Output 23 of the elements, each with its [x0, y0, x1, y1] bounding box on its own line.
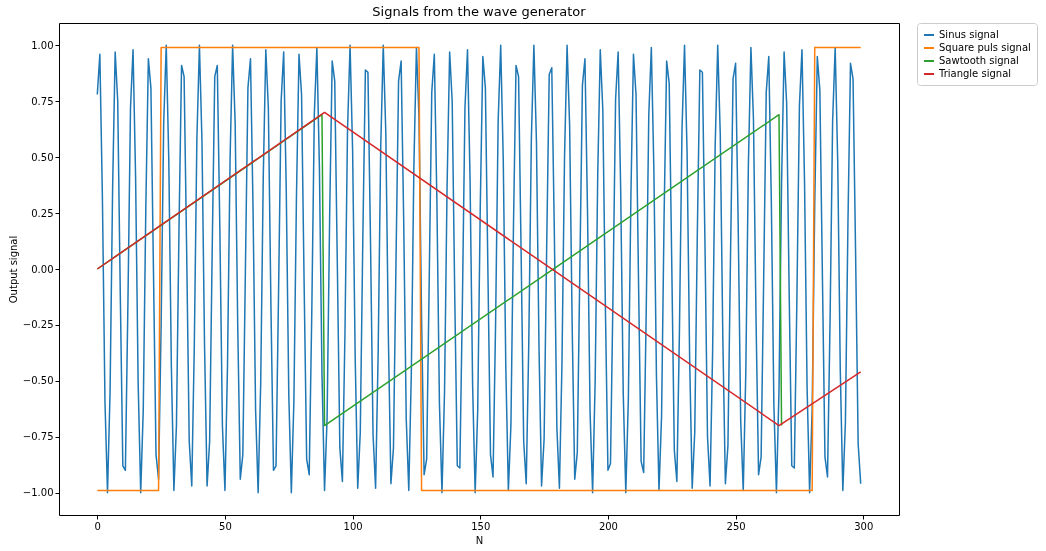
y-tick-label: 0.75 — [31, 95, 54, 107]
y-tick-label: 1.00 — [31, 39, 54, 51]
y-tick-label: 0.00 — [31, 263, 54, 275]
x-axis-title: N — [475, 534, 484, 546]
y-tick-label: 0.25 — [31, 207, 54, 219]
y-tick-label: −0.50 — [22, 375, 54, 387]
x-tick-label: 150 — [471, 520, 491, 532]
legend-label: Sinus signal — [939, 29, 999, 40]
x-tick-label: 100 — [343, 520, 363, 532]
y-axis-title: Output signal — [7, 235, 19, 304]
x-tick-label: 200 — [598, 520, 618, 532]
y-tick-label: 0.50 — [31, 151, 54, 163]
x-tick-label: 50 — [219, 520, 232, 532]
y-tick-label: −0.75 — [22, 431, 54, 443]
legend-label: Square puls signal — [939, 42, 1031, 53]
legend-label: Triangle signal — [938, 68, 1012, 79]
x-tick-label: 250 — [726, 520, 746, 532]
x-tick-label: 300 — [854, 520, 874, 532]
legend-label: Sawtooth signal — [939, 55, 1019, 66]
y-tick-label: −0.25 — [22, 319, 54, 331]
x-tick-label: 0 — [94, 520, 101, 532]
chart-title: Signals from the wave generator — [372, 4, 587, 19]
y-tick-label: −1.00 — [22, 487, 54, 499]
